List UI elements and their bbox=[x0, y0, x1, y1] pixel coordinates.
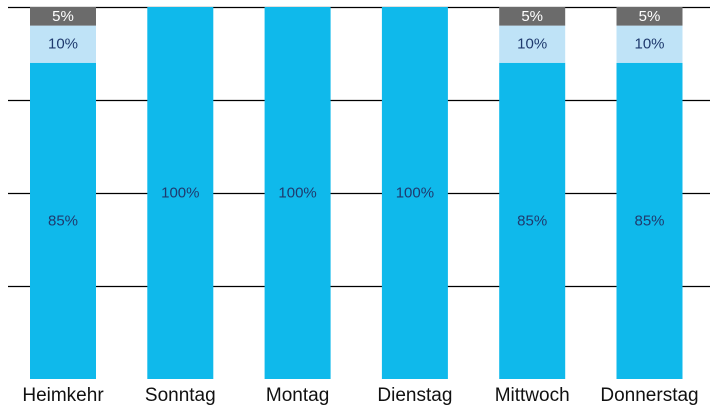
data-label: 10% bbox=[517, 36, 547, 53]
x-axis: Heimkehr Sonntag Montag Dienstag Mittwoch Don… bbox=[22, 385, 698, 406]
data-label: 5% bbox=[639, 8, 661, 25]
data-label: 5% bbox=[521, 8, 543, 25]
data-label: 10% bbox=[48, 36, 78, 53]
bar-segment bbox=[30, 7, 96, 26]
bar-segment bbox=[30, 62, 96, 380]
data-label: 85% bbox=[48, 212, 78, 229]
bars bbox=[30, 7, 683, 380]
x-tick-label: Donnerstag bbox=[600, 385, 698, 406]
bar-segment bbox=[616, 62, 683, 380]
bar-segment bbox=[616, 7, 683, 26]
data-label: 85% bbox=[517, 212, 547, 229]
bar-segment bbox=[616, 25, 683, 63]
x-tick-label: Sonntag bbox=[145, 385, 216, 406]
bar-segment bbox=[264, 7, 331, 379]
data-label: 5% bbox=[52, 8, 74, 25]
data-label: 85% bbox=[634, 212, 664, 229]
bar-segment bbox=[147, 7, 214, 379]
x-tick-label: Dienstag bbox=[377, 385, 452, 406]
data-label: 100% bbox=[396, 185, 434, 202]
bar-segment bbox=[499, 7, 566, 26]
data-label: 10% bbox=[634, 36, 664, 53]
x-tick-label: Mittwoch bbox=[495, 385, 570, 406]
data-label: 100% bbox=[278, 185, 316, 202]
bar-segment bbox=[30, 25, 96, 63]
data-labels: 85% 10% 5% 100% 100% 100% 85% 10% 5% 85% 10% 5% bbox=[48, 8, 665, 230]
bar-segment bbox=[381, 7, 448, 379]
x-tick-label: Heimkehr bbox=[22, 385, 104, 406]
gridlines bbox=[8, 6, 710, 288]
bar-segment bbox=[499, 62, 566, 380]
data-label: 100% bbox=[161, 185, 199, 202]
x-tick-label: Montag bbox=[266, 385, 329, 406]
bar-segment bbox=[499, 25, 566, 63]
